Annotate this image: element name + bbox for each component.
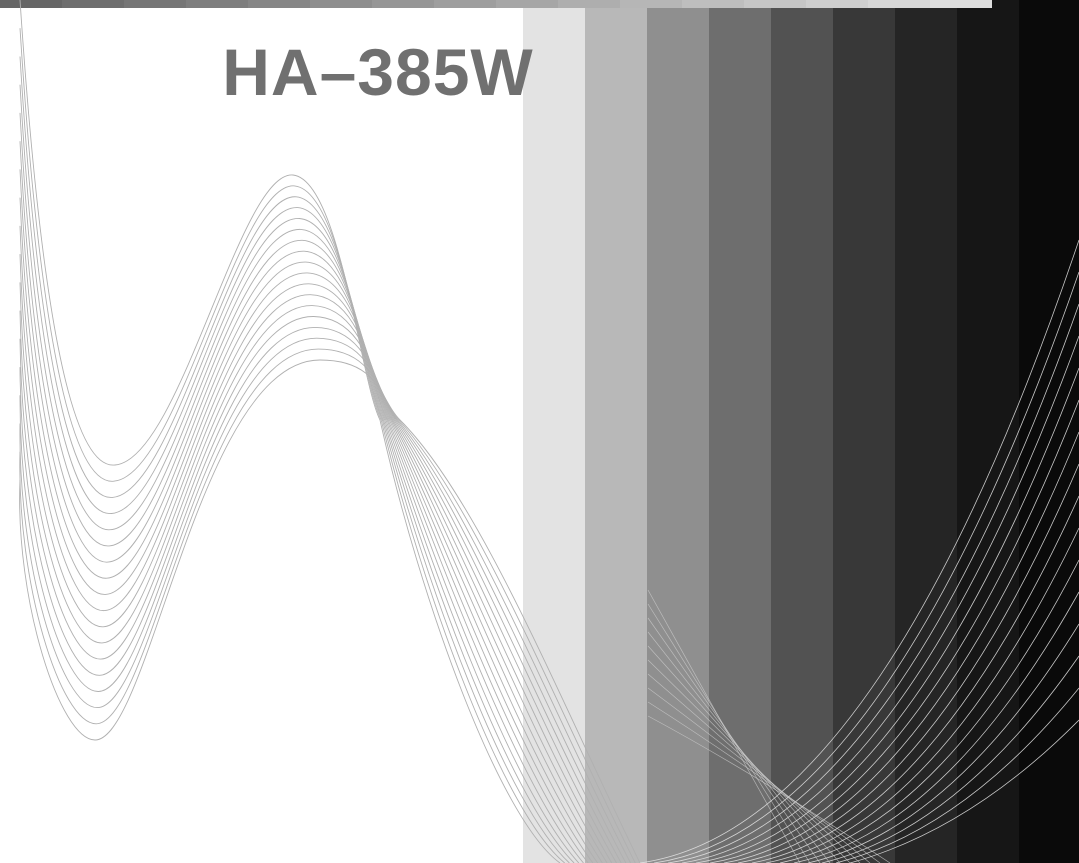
wave-line-light: [667, 303, 1079, 863]
stripe: [771, 0, 834, 863]
stripe: [957, 0, 1020, 863]
wave-line: [19, 337, 631, 863]
wave-line: [19, 112, 580, 863]
wave-line: [19, 28, 565, 863]
top-bar-segment: [0, 0, 62, 8]
wave-line-light: [737, 463, 1079, 863]
wave-line-light: [751, 495, 1079, 863]
wave-line: [19, 326, 627, 863]
wave-line-light: [835, 687, 1079, 863]
top-bar-segment: [682, 0, 744, 8]
top-bar-segment: [372, 0, 434, 8]
product-title: HA–385W: [222, 35, 533, 109]
stripe: [709, 0, 772, 863]
wave-line-light: [695, 367, 1079, 863]
top-bar-segment: [806, 0, 868, 8]
wave-line-light: [647, 617, 821, 863]
wave-line-light: [647, 645, 841, 863]
stripe: [895, 0, 958, 863]
gray-stripes: [523, 0, 1079, 863]
wave-line: [19, 316, 622, 863]
top-bar-segment: [620, 0, 682, 8]
wave-line: [19, 305, 617, 863]
wave-line-light: [709, 399, 1079, 863]
top-bar-segment: [868, 0, 930, 8]
wave-line: [19, 56, 570, 863]
wave-line: [19, 282, 608, 863]
wave-line-light: [647, 659, 851, 863]
wave-line-light: [793, 591, 1079, 863]
wave-line-light: [807, 623, 1079, 863]
wave-line-light: [765, 527, 1079, 863]
wave-line: [19, 0, 561, 863]
wave-line: [19, 348, 636, 863]
top-bar-segment: [310, 0, 372, 8]
wave-line-light: [821, 655, 1079, 863]
wave-line-light: [647, 673, 861, 863]
wave-line: [19, 294, 613, 863]
wave-lines: [19, 0, 1079, 863]
wave-line-light: [681, 335, 1079, 863]
top-bar: [0, 0, 992, 8]
top-bar-segment: [744, 0, 806, 8]
top-bar-segment: [930, 0, 992, 8]
stripe: [585, 0, 648, 863]
stripe: [523, 0, 586, 863]
wave-line-light: [639, 239, 1079, 863]
top-bar-segment: [248, 0, 310, 8]
stripe: [647, 0, 710, 863]
wave-line-light: [723, 431, 1079, 863]
wave-line: [19, 359, 641, 863]
wave-line-light: [779, 559, 1079, 863]
top-bar-segment: [186, 0, 248, 8]
stripe: [833, 0, 896, 863]
wave-line-light: [647, 631, 831, 863]
top-bar-segment: [124, 0, 186, 8]
wave-line-light: [647, 701, 881, 863]
wave-line-light: [647, 687, 871, 863]
wave-line: [19, 197, 594, 863]
stripe: [1019, 0, 1079, 863]
top-bar-segment: [434, 0, 496, 8]
wave-line: [19, 254, 603, 863]
wave-line: [19, 225, 598, 863]
wave-line: [19, 141, 584, 863]
wave-line-light: [647, 715, 891, 863]
top-bar-segment: [558, 0, 620, 8]
wave-line: [19, 169, 589, 863]
wave-line-light: [653, 271, 1079, 863]
top-bar-segment: [496, 0, 558, 8]
wave-line-light: [849, 719, 1079, 863]
top-bar-segment: [62, 0, 124, 8]
